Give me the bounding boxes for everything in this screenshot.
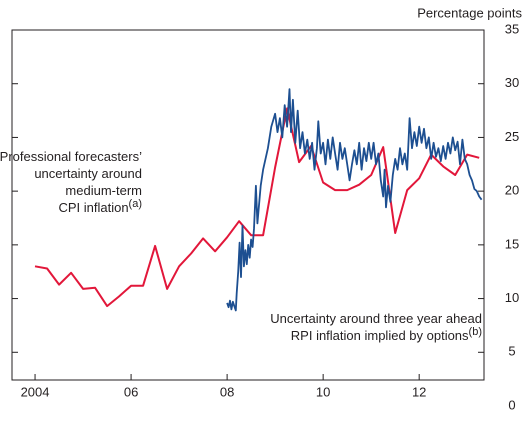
plot-frame — [11, 29, 485, 381]
y-tick-label: 15 — [505, 236, 519, 251]
y-tick-label: 5 — [508, 344, 515, 359]
annotation-note: (a) — [129, 198, 142, 210]
annotation-text: Professional forecasters’ — [0, 149, 142, 164]
y-tick-label: 25 — [505, 129, 519, 144]
x-tick-label: 12 — [412, 384, 426, 399]
y-tick-label: 10 — [505, 290, 519, 305]
y-axis-label: Percentage points — [417, 5, 522, 20]
x-tick-label: 08 — [220, 384, 234, 399]
y-tick-label: 20 — [505, 183, 519, 198]
annotation: medium-term — [65, 183, 142, 198]
annotation: Uncertainty around three year ahead — [270, 311, 482, 326]
annotation-text: uncertainty around — [34, 166, 142, 181]
annotation-note: (b) — [469, 326, 482, 338]
y-tick-label: 35 — [505, 21, 519, 36]
annotation-text: CPI inflation — [58, 200, 128, 215]
annotation: CPI inflation(a) — [58, 198, 142, 216]
annotation: Professional forecasters’ — [0, 149, 142, 164]
annotation-text: Uncertainty around three year ahead — [270, 311, 482, 326]
y-tick-label: 30 — [505, 75, 519, 90]
line-series — [226, 88, 483, 312]
annotation-text: medium-term — [65, 183, 142, 198]
line-series — [34, 107, 480, 308]
y-tick-label: 0 — [508, 397, 515, 412]
annotation: RPI inflation implied by options(b) — [291, 326, 482, 344]
x-tick-label: 2004 — [21, 384, 50, 399]
annotation-text: RPI inflation implied by options — [291, 328, 469, 343]
annotation: uncertainty around — [34, 166, 142, 181]
x-tick-label: 10 — [316, 384, 330, 399]
x-tick-label: 06 — [124, 384, 138, 399]
